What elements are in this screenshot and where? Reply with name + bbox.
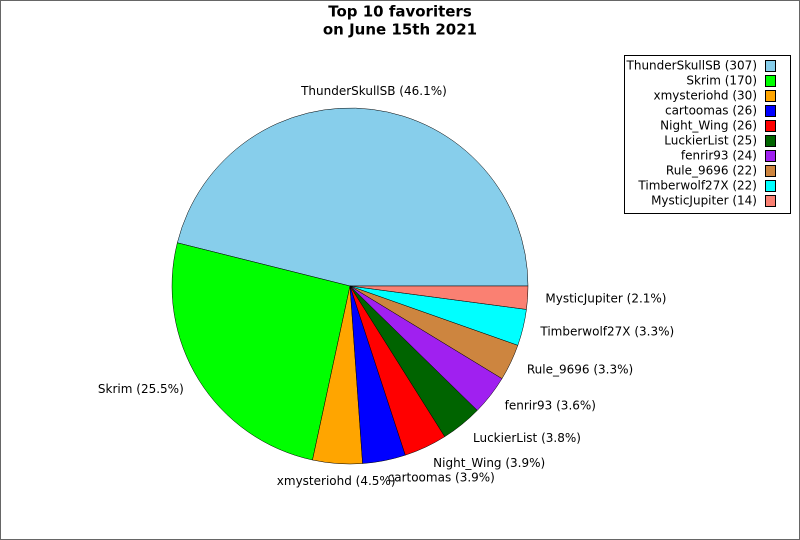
legend-label: fenrir93 (24) [681, 149, 757, 163]
slice-label: ThunderSkullSB (46.1%) [300, 84, 447, 98]
slice-label: xmysteriohd (4.5%) [277, 474, 396, 488]
legend-label: ThunderSkullSB (307) [626, 59, 757, 73]
legend-label: LuckierList (25) [664, 134, 757, 148]
legend-label: MysticJupiter (14) [651, 194, 757, 208]
slice-label: LuckierList (3.8%) [473, 431, 581, 445]
legend-swatch [765, 90, 776, 102]
legend-label: Timberwolf27X (22) [637, 179, 757, 193]
slice-label: Rule_9696 (3.3%) [527, 363, 633, 377]
legend-label: cartoomas (26) [665, 104, 757, 118]
chart-title: on June 15th 2021 [323, 21, 477, 39]
legend-swatch [765, 120, 776, 132]
slice-label: Skrim (25.5%) [98, 382, 184, 396]
legend-swatch [765, 180, 776, 192]
legend-swatch [765, 105, 776, 117]
pie-slice [177, 107, 529, 287]
legend-swatch [765, 195, 776, 207]
legend-label: Night_Wing (26) [660, 119, 757, 133]
legend-label: xmysteriohd (30) [653, 89, 757, 103]
legend-swatch [765, 75, 776, 87]
slice-label: fenrir93 (3.6%) [505, 399, 596, 413]
pie-slice [349, 285, 529, 310]
legend-swatch [765, 135, 776, 147]
slice-label: Timberwolf27X (3.3%) [539, 324, 674, 338]
legend-label: Rule_9696 (22) [666, 164, 757, 178]
slice-label: cartoomas (3.9%) [388, 471, 495, 485]
slice-label: MysticJupiter (2.1%) [545, 291, 666, 305]
pie-slice [171, 242, 351, 461]
chart-title: Top 10 favoriters [328, 3, 472, 21]
legend-swatch [765, 165, 776, 177]
legend-swatch [765, 60, 776, 72]
legend-swatch [765, 150, 776, 162]
legend-label: Skrim (170) [686, 74, 757, 88]
slice-label: Night_Wing (3.9%) [433, 456, 545, 470]
legend-box [624, 55, 791, 214]
